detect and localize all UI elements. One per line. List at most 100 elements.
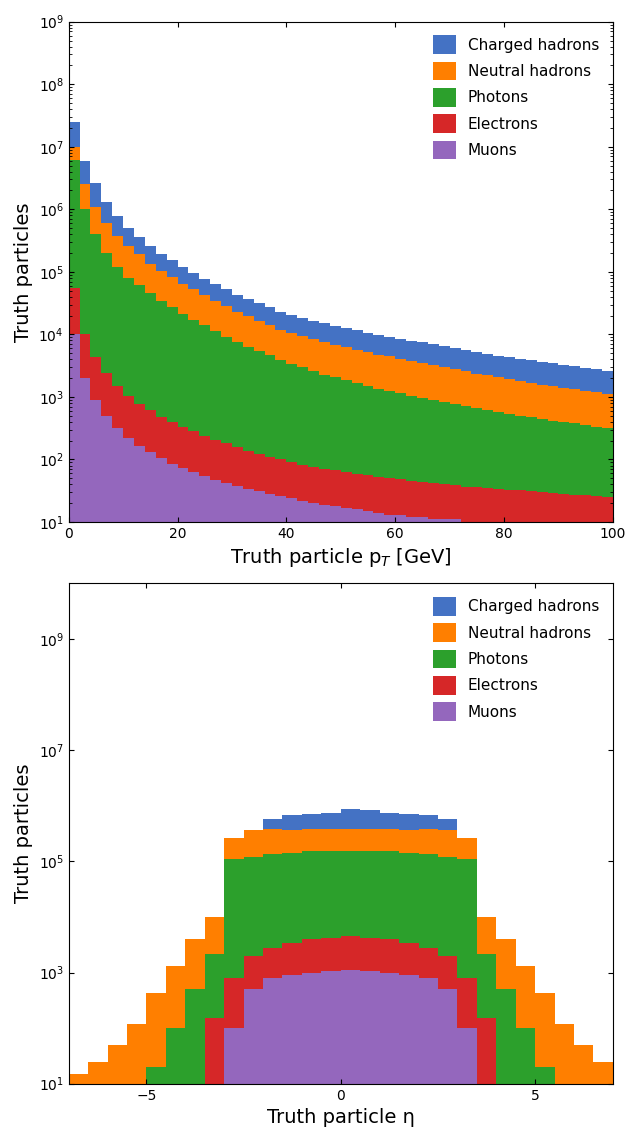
Y-axis label: Truth particles: Truth particles: [14, 202, 33, 341]
Bar: [177, 427, 188, 469]
Bar: [515, 358, 526, 381]
Bar: [535, 1067, 555, 1141]
Bar: [602, 371, 613, 394]
Bar: [253, 304, 264, 321]
Bar: [282, 942, 302, 976]
Bar: [244, 830, 263, 857]
Bar: [385, 391, 396, 478]
Bar: [483, 488, 493, 523]
Bar: [79, 185, 90, 209]
Bar: [275, 330, 286, 359]
Bar: [483, 375, 493, 410]
Bar: [221, 306, 232, 337]
Bar: [461, 486, 472, 523]
Bar: [101, 224, 112, 252]
Bar: [374, 389, 385, 477]
Bar: [286, 499, 297, 1141]
Bar: [156, 459, 166, 1141]
Bar: [188, 431, 199, 472]
Bar: [537, 523, 548, 1141]
Bar: [199, 325, 210, 436]
Bar: [526, 523, 537, 1141]
Bar: [308, 371, 319, 467]
Bar: [461, 523, 472, 1141]
Bar: [385, 515, 396, 1141]
Bar: [319, 469, 330, 504]
Bar: [275, 460, 286, 496]
Bar: [380, 939, 399, 972]
Bar: [580, 523, 591, 1141]
Bar: [68, 122, 79, 147]
Bar: [186, 989, 205, 1141]
Bar: [374, 335, 385, 355]
Bar: [297, 317, 308, 335]
Bar: [419, 815, 438, 828]
Bar: [232, 486, 243, 1141]
Bar: [243, 316, 253, 347]
Bar: [591, 523, 602, 1141]
Bar: [147, 994, 166, 1067]
Bar: [548, 363, 559, 386]
Bar: [156, 253, 166, 270]
Bar: [374, 477, 385, 513]
Bar: [112, 428, 123, 1141]
Bar: [504, 414, 515, 489]
Bar: [363, 511, 374, 1141]
Bar: [123, 245, 134, 277]
Bar: [264, 307, 275, 325]
Bar: [253, 492, 264, 1141]
Bar: [450, 370, 461, 404]
Bar: [396, 394, 406, 479]
Bar: [360, 830, 380, 851]
Bar: [108, 1045, 127, 1141]
Y-axis label: Truth particles: Truth particles: [14, 763, 33, 904]
Bar: [232, 313, 243, 341]
Bar: [515, 415, 526, 491]
Bar: [428, 365, 439, 400]
Bar: [302, 814, 321, 830]
Bar: [205, 916, 224, 954]
Bar: [302, 830, 321, 851]
Bar: [570, 423, 580, 495]
Bar: [221, 483, 232, 1141]
Bar: [264, 356, 275, 456]
Bar: [548, 523, 559, 1141]
Bar: [439, 485, 450, 519]
Bar: [275, 359, 286, 460]
Bar: [90, 184, 101, 207]
Bar: [591, 370, 602, 393]
Bar: [166, 260, 177, 277]
Bar: [321, 812, 340, 830]
Bar: [385, 337, 396, 356]
Bar: [396, 515, 406, 1141]
Bar: [145, 246, 156, 264]
Bar: [79, 378, 90, 1141]
Bar: [210, 439, 221, 480]
Bar: [263, 819, 282, 828]
Bar: [591, 427, 602, 496]
Legend: Charged hadrons, Neutral hadrons, Photons, Electrons, Muons: Charged hadrons, Neutral hadrons, Photon…: [426, 591, 605, 727]
Bar: [439, 519, 450, 1141]
Bar: [458, 859, 477, 978]
Bar: [515, 381, 526, 415]
Bar: [88, 1061, 108, 1141]
Bar: [399, 942, 419, 976]
Bar: [559, 494, 570, 523]
Bar: [145, 264, 156, 293]
Bar: [199, 436, 210, 476]
Bar: [297, 335, 308, 367]
Bar: [363, 476, 374, 511]
Bar: [516, 966, 535, 1028]
Bar: [438, 819, 458, 830]
Bar: [472, 523, 483, 1141]
Bar: [472, 373, 483, 408]
Bar: [340, 936, 360, 970]
Bar: [504, 489, 515, 523]
Bar: [399, 830, 419, 852]
Bar: [90, 207, 101, 234]
Bar: [602, 523, 613, 1141]
Bar: [199, 278, 210, 296]
Bar: [417, 398, 428, 482]
Bar: [263, 948, 282, 978]
Bar: [406, 517, 417, 1141]
